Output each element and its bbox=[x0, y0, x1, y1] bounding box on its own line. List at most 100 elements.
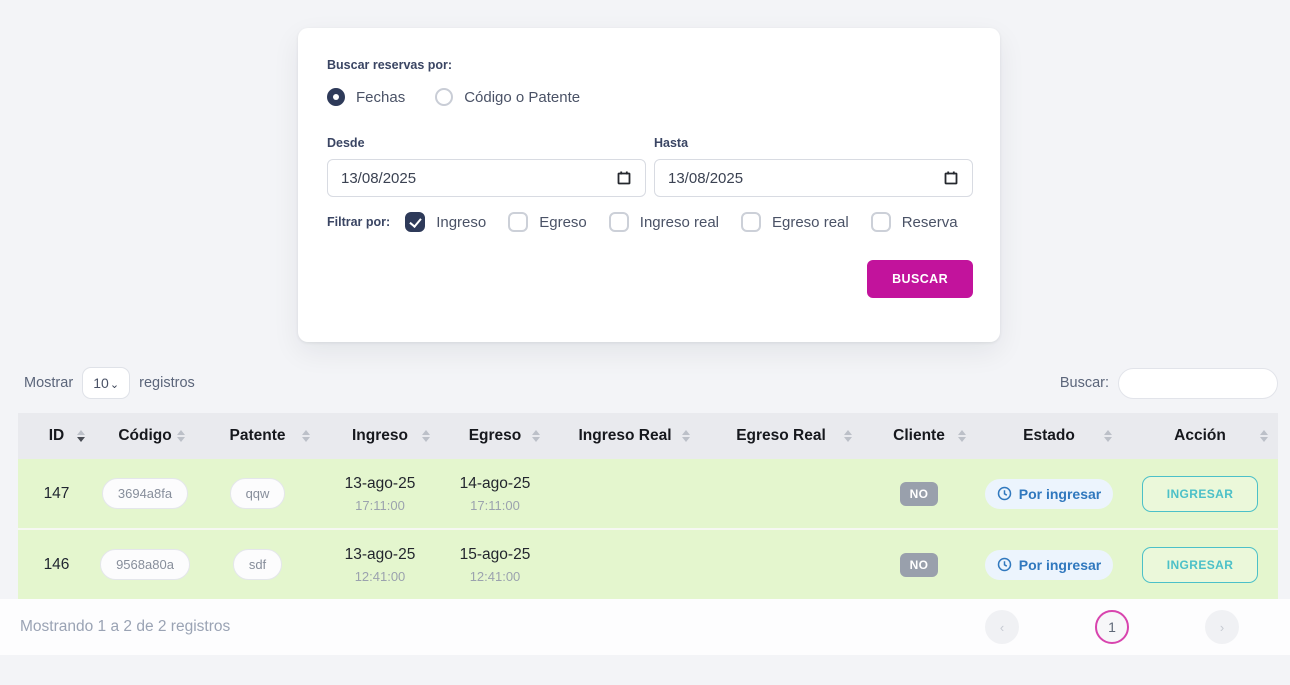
cliente-badge: NO bbox=[899, 481, 939, 506]
date-from-field: Desde 13/08/2025 bbox=[327, 136, 646, 197]
table-search-control: Buscar: bbox=[1059, 367, 1278, 399]
cell-codigo: 3694a8fa bbox=[95, 459, 195, 529]
records-summary: Mostrando 1 a 2 de 2 registros bbox=[20, 618, 231, 635]
table-row: 146 9568a80a sdf 13-ago-25 12:41:00 15-a… bbox=[18, 528, 1278, 599]
column-header-patente[interactable]: Patente bbox=[195, 413, 320, 459]
checkbox-ingreso-control[interactable] bbox=[405, 212, 426, 232]
checkbox-egreso-real-control[interactable] bbox=[741, 212, 761, 232]
checkbox-reserva-label: Reserva bbox=[901, 213, 958, 231]
sort-icon[interactable] bbox=[177, 430, 185, 442]
cell-ingreso-real bbox=[550, 459, 700, 529]
cell-estado: Por ingresar bbox=[976, 528, 1122, 599]
column-header-egreso-real[interactable]: Egreso Real bbox=[700, 413, 862, 459]
cell-egreso: 14-ago-25 17:11:00 bbox=[440, 459, 550, 529]
calendar-icon[interactable] bbox=[616, 170, 632, 186]
radio-fechas-control[interactable] bbox=[327, 88, 345, 106]
table-row: 147 3694a8fa qqw 13-ago-25 17:11:00 14-a… bbox=[18, 459, 1278, 529]
pagination: ‹ 1 › bbox=[985, 610, 1239, 644]
pagination-page-1-button[interactable]: 1 bbox=[1095, 610, 1129, 644]
checkbox-option-ingreso[interactable]: Ingreso bbox=[405, 212, 486, 232]
sort-icon[interactable] bbox=[1260, 430, 1268, 442]
column-header-estado[interactable]: Estado bbox=[976, 413, 1122, 459]
ingresar-button[interactable]: INGRESAR bbox=[1141, 475, 1259, 512]
estado-badge: Por ingresar bbox=[984, 478, 1114, 509]
cell-ingreso: 13-ago-25 12:41:00 bbox=[320, 528, 440, 599]
checkbox-option-ingreso-real[interactable]: Ingreso real bbox=[608, 212, 719, 232]
checkbox-egreso-label: Egreso bbox=[539, 213, 587, 231]
checkbox-option-egreso-real[interactable]: Egreso real bbox=[741, 212, 849, 232]
checkbox-egreso-control[interactable] bbox=[508, 212, 529, 232]
radio-fechas-label: Fechas bbox=[356, 88, 406, 106]
checkbox-option-reserva[interactable]: Reserva bbox=[870, 212, 958, 232]
column-header-cliente[interactable]: Cliente bbox=[862, 413, 976, 459]
pagination-next-button[interactable]: › bbox=[1205, 610, 1239, 644]
search-card-title: Buscar reservas por: bbox=[327, 58, 453, 72]
checkbox-reserva-control[interactable] bbox=[870, 212, 891, 232]
checkbox-egreso-real-label: Egreso real bbox=[772, 213, 849, 231]
table-search-label: Buscar: bbox=[1059, 375, 1109, 391]
cell-estado: Por ingresar bbox=[976, 459, 1122, 529]
column-header-accion[interactable]: Acción bbox=[1122, 413, 1278, 459]
sort-icon[interactable] bbox=[77, 430, 85, 442]
column-header-ingreso-real[interactable]: Ingreso Real bbox=[550, 413, 700, 459]
chevron-down-icon: ⌄ bbox=[109, 378, 120, 391]
radio-codigo-patente-control[interactable] bbox=[435, 88, 454, 106]
cell-ingreso: 13-ago-25 17:11:00 bbox=[320, 459, 440, 529]
date-from-input[interactable]: 13/08/2025 bbox=[327, 159, 646, 197]
column-header-id[interactable]: ID bbox=[18, 413, 95, 459]
date-from-label: Desde bbox=[327, 136, 365, 150]
patente-pill: qqw bbox=[229, 478, 286, 509]
cell-cliente: NO bbox=[862, 528, 976, 599]
cell-accion: INGRESAR bbox=[1122, 459, 1278, 529]
cell-id: 146 bbox=[18, 528, 95, 599]
cell-ingreso-real bbox=[550, 528, 700, 599]
search-mode-radio-group: Fechas Código o Patente bbox=[327, 88, 973, 106]
cliente-badge: NO bbox=[899, 552, 939, 577]
reservations-table: ID Código Patente Ingreso Egreso Ingreso… bbox=[18, 413, 1278, 599]
sort-icon[interactable] bbox=[1104, 430, 1112, 442]
sort-icon[interactable] bbox=[422, 430, 430, 442]
checkbox-ingreso-label: Ingreso bbox=[436, 213, 487, 231]
codigo-pill: 9568a80a bbox=[100, 549, 190, 580]
cell-egreso: 15-ago-25 12:41:00 bbox=[440, 528, 550, 599]
ingresar-button[interactable]: INGRESAR bbox=[1141, 546, 1259, 583]
date-range-fields: Desde 13/08/2025 Hasta 13/08/2025 bbox=[327, 136, 973, 197]
sort-icon[interactable] bbox=[302, 430, 310, 442]
sort-icon[interactable] bbox=[844, 430, 852, 442]
date-to-input[interactable]: 13/08/2025 bbox=[654, 159, 973, 197]
table-search-input[interactable] bbox=[1118, 367, 1278, 399]
page-size-select[interactable]: 10 ⌄ bbox=[82, 367, 131, 399]
cell-egreso-real bbox=[700, 528, 862, 599]
cell-id: 147 bbox=[18, 459, 95, 529]
cell-codigo: 9568a80a bbox=[95, 528, 195, 599]
cell-accion: INGRESAR bbox=[1122, 528, 1278, 599]
table-header-row: ID Código Patente Ingreso Egreso Ingreso… bbox=[18, 413, 1278, 459]
radio-option-fechas[interactable]: Fechas bbox=[327, 88, 405, 106]
page-size-control: Mostrar 10 ⌄ registros bbox=[24, 367, 195, 399]
column-header-codigo[interactable]: Código bbox=[95, 413, 195, 459]
sort-icon[interactable] bbox=[958, 430, 966, 442]
estado-badge: Por ingresar bbox=[984, 549, 1114, 580]
pagination-prev-button[interactable]: ‹ bbox=[985, 610, 1019, 644]
radio-option-codigo-patente[interactable]: Código o Patente bbox=[435, 88, 580, 106]
sort-icon[interactable] bbox=[532, 430, 540, 442]
clock-icon bbox=[997, 486, 1012, 501]
date-to-field: Hasta 13/08/2025 bbox=[654, 136, 973, 197]
calendar-icon[interactable] bbox=[943, 170, 959, 186]
list-controls: Mostrar 10 ⌄ registros Buscar: bbox=[24, 367, 1278, 399]
checkbox-option-egreso[interactable]: Egreso bbox=[508, 212, 587, 232]
cell-patente: sdf bbox=[195, 528, 320, 599]
show-label: Mostrar bbox=[24, 375, 74, 391]
cell-patente: qqw bbox=[195, 459, 320, 529]
codigo-pill: 3694a8fa bbox=[101, 478, 189, 509]
radio-codigo-patente-label: Código o Patente bbox=[464, 88, 581, 106]
sort-icon[interactable] bbox=[682, 430, 690, 442]
checkbox-ingreso-real-control[interactable] bbox=[608, 212, 629, 232]
table-footer: Mostrando 1 a 2 de 2 registros ‹ 1 › bbox=[0, 599, 1290, 655]
date-to-value: 13/08/2025 bbox=[668, 169, 744, 187]
cell-egreso-real bbox=[700, 459, 862, 529]
date-to-label: Hasta bbox=[654, 136, 689, 150]
column-header-egreso[interactable]: Egreso bbox=[440, 413, 550, 459]
column-header-ingreso[interactable]: Ingreso bbox=[320, 413, 440, 459]
buscar-button[interactable]: BUSCAR bbox=[867, 260, 973, 298]
